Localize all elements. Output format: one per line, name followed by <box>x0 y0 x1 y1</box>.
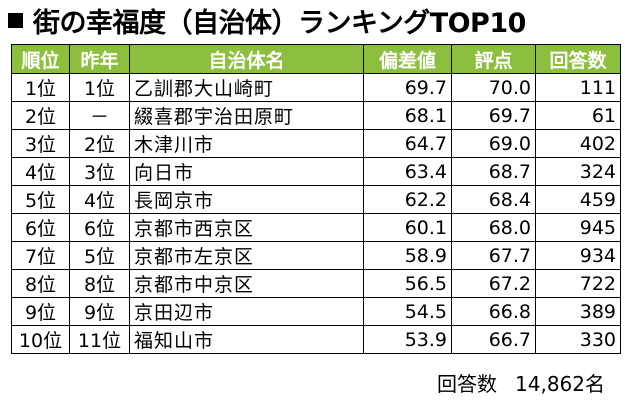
cell-last-year: － <box>69 101 130 130</box>
cell-last-year: 11位 <box>69 325 130 354</box>
cell-municipality: 京都市中京区 <box>129 269 364 298</box>
table-row: 2位 － 綴喜郡宇治田原町 68.1 69.7 61 <box>11 101 621 130</box>
cell-last-year: 5位 <box>69 241 130 270</box>
page-title: 街の幸福度（自治体）ランキングTOP10 <box>4 0 526 40</box>
cell-responses: 459 <box>535 185 621 214</box>
cell-deviation: 53.9 <box>363 325 452 354</box>
cell-deviation: 56.5 <box>363 269 452 298</box>
table-row: 10位 11位 福知山市 53.9 66.7 330 <box>11 325 621 354</box>
table-row: 4位 3位 向日市 63.4 68.7 324 <box>11 157 621 186</box>
header-last-year: 昨年 <box>69 44 130 74</box>
cell-rank: 9位 <box>11 297 70 326</box>
cell-last-year: 2位 <box>69 129 130 158</box>
cell-deviation: 58.9 <box>363 241 452 270</box>
cell-rank: 4位 <box>11 157 70 186</box>
header-municipality: 自治体名 <box>129 44 364 74</box>
cell-responses: 402 <box>535 129 621 158</box>
cell-rank: 7位 <box>11 241 70 270</box>
footer-label: 回答数 <box>437 372 498 396</box>
cell-municipality: 乙訓郡大山崎町 <box>129 73 364 102</box>
cell-last-year: 9位 <box>69 297 130 326</box>
cell-score: 68.4 <box>451 185 536 214</box>
cell-score: 68.0 <box>451 213 536 242</box>
header-score: 評点 <box>451 44 536 74</box>
cell-score: 66.8 <box>451 297 536 326</box>
cell-rank: 10位 <box>11 325 70 354</box>
cell-municipality: 京都市左京区 <box>129 241 364 270</box>
cell-score: 68.7 <box>451 157 536 186</box>
cell-responses: 61 <box>535 101 621 130</box>
table-header-row: 順位 昨年 自治体名 偏差値 評点 回答数 <box>11 44 621 74</box>
cell-municipality: 京都市西京区 <box>129 213 364 242</box>
cell-municipality: 京田辺市 <box>129 297 364 326</box>
cell-responses: 722 <box>535 269 621 298</box>
cell-deviation: 60.1 <box>363 213 452 242</box>
cell-last-year: 6位 <box>69 213 130 242</box>
cell-rank: 8位 <box>11 269 70 298</box>
header-rank: 順位 <box>11 44 70 74</box>
footer-value: 14,862名 <box>515 372 605 396</box>
title-text: 街の幸福度（自治体）ランキングTOP10 <box>33 7 526 39</box>
cell-responses: 945 <box>535 213 621 242</box>
cell-rank: 1位 <box>11 73 70 102</box>
cell-score: 69.7 <box>451 101 536 130</box>
cell-deviation: 62.2 <box>363 185 452 214</box>
cell-last-year: 4位 <box>69 185 130 214</box>
cell-municipality: 綴喜郡宇治田原町 <box>129 101 364 130</box>
cell-responses: 111 <box>535 73 621 102</box>
table-row: 1位 1位 乙訓郡大山崎町 69.7 70.0 111 <box>11 73 621 102</box>
cell-municipality: 福知山市 <box>129 325 364 354</box>
table-row: 3位 2位 木津川市 64.7 69.0 402 <box>11 129 621 158</box>
cell-responses: 389 <box>535 297 621 326</box>
cell-deviation: 54.5 <box>363 297 452 326</box>
cell-deviation: 69.7 <box>363 73 452 102</box>
cell-responses: 934 <box>535 241 621 270</box>
cell-responses: 324 <box>535 157 621 186</box>
cell-rank: 2位 <box>11 101 70 130</box>
cell-score: 69.0 <box>451 129 536 158</box>
cell-rank: 6位 <box>11 213 70 242</box>
cell-deviation: 64.7 <box>363 129 452 158</box>
cell-score: 66.7 <box>451 325 536 354</box>
cell-last-year: 1位 <box>69 73 130 102</box>
cell-rank: 5位 <box>11 185 70 214</box>
header-deviation: 偏差値 <box>363 44 452 74</box>
cell-municipality: 向日市 <box>129 157 364 186</box>
header-responses: 回答数 <box>535 44 621 74</box>
cell-municipality: 長岡京市 <box>129 185 364 214</box>
square-bullet-icon <box>8 12 23 28</box>
table-row: 5位 4位 長岡京市 62.2 68.4 459 <box>11 185 621 214</box>
cell-score: 67.7 <box>451 241 536 270</box>
cell-score: 67.2 <box>451 269 536 298</box>
cell-last-year: 8位 <box>69 269 130 298</box>
table-row: 7位 5位 京都市左京区 58.9 67.7 934 <box>11 241 621 270</box>
response-count-footer: 回答数 14,862名 <box>437 368 605 397</box>
table-row: 6位 6位 京都市西京区 60.1 68.0 945 <box>11 213 621 242</box>
table-row: 8位 8位 京都市中京区 56.5 67.2 722 <box>11 269 621 298</box>
cell-deviation: 68.1 <box>363 101 452 130</box>
cell-score: 70.0 <box>451 73 536 102</box>
ranking-table: 順位 昨年 自治体名 偏差値 評点 回答数 1位 1位 乙訓郡大山崎町 69.7… <box>11 44 621 354</box>
cell-municipality: 木津川市 <box>129 129 364 158</box>
table-row: 9位 9位 京田辺市 54.5 66.8 389 <box>11 297 621 326</box>
cell-last-year: 3位 <box>69 157 130 186</box>
cell-responses: 330 <box>535 325 621 354</box>
cell-deviation: 63.4 <box>363 157 452 186</box>
cell-rank: 3位 <box>11 129 70 158</box>
